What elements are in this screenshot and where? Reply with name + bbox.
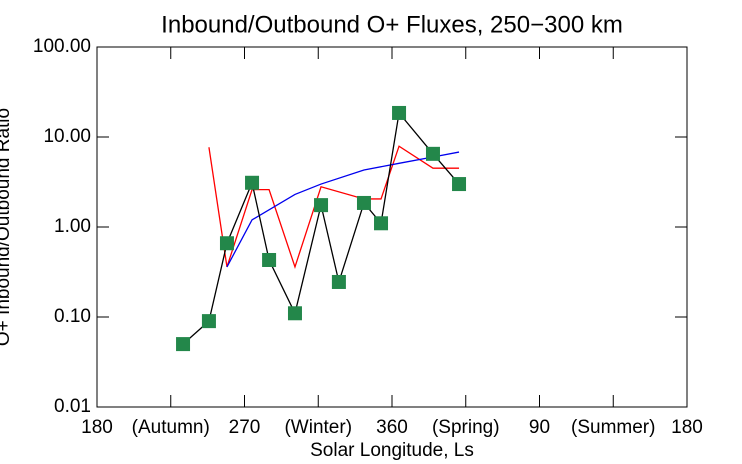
marker: [201, 314, 216, 329]
plot-frame: [96, 46, 688, 408]
x-tick-label: (Summer): [571, 417, 655, 438]
y-tick-label: 1.00: [54, 216, 91, 237]
series-line: [226, 151, 460, 268]
y-axis-label: O+ Inbound/Outbound Ratio: [0, 108, 14, 346]
marker: [314, 198, 329, 213]
x-tick-label: (Spring): [432, 417, 500, 438]
marker: [356, 195, 371, 210]
marker: [219, 236, 234, 251]
series-line: [208, 145, 460, 270]
x-tick-label: (Winter): [284, 417, 352, 438]
marker: [287, 306, 302, 321]
marker: [392, 105, 407, 120]
y-tick-label: 10.00: [43, 126, 91, 147]
y-tick-label: 0.01: [54, 396, 91, 417]
marker: [374, 216, 389, 231]
series-line: [182, 111, 460, 345]
y-tick-label: 100.00: [33, 36, 91, 57]
x-tick-label: (Autumn): [132, 417, 210, 438]
y-tick-label: 0.10: [54, 306, 91, 327]
marker: [176, 337, 191, 352]
marker: [452, 177, 467, 192]
x-tick-label: 360: [376, 417, 408, 438]
marker: [331, 274, 346, 289]
x-tick-label: 90: [529, 417, 550, 438]
x-tick-label: 180: [671, 417, 703, 438]
marker: [425, 146, 440, 161]
marker: [245, 175, 260, 190]
x-tick-label: 180: [81, 417, 113, 438]
x-tick-label: 270: [229, 417, 261, 438]
chart-title: Inbound/Outbound O+ Fluxes, 250−300 km: [161, 11, 623, 38]
x-axis-label: Solar Longitude, Ls: [310, 440, 474, 461]
marker: [262, 252, 277, 267]
